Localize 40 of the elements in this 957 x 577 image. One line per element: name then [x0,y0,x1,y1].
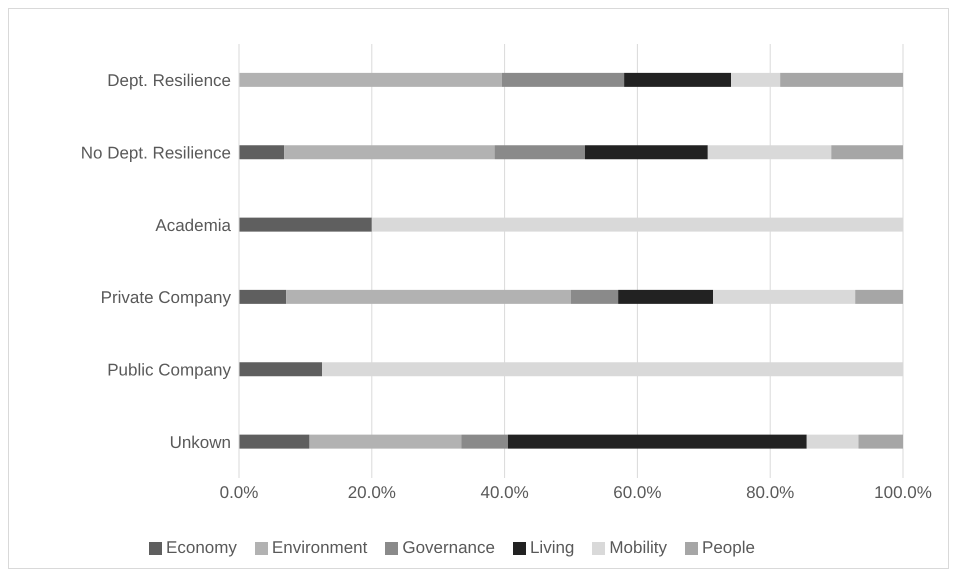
bar [858,434,903,449]
bar [239,72,502,87]
x-tick-label: 80.0% [746,483,794,502]
bar [239,362,322,376]
y-tick-label: Public Company [107,360,232,380]
bar [855,290,903,304]
bar [831,145,903,160]
x-tick-label: 0.0% [220,483,258,502]
legend-label: Economy [166,538,237,557]
bar [239,145,284,160]
bar [508,434,807,449]
bar [624,72,732,87]
legend-label: People [702,538,755,557]
x-tick-label: 20.0% [348,483,396,502]
y-tick-label: No Dept. Resilience [80,144,231,163]
y-tick-label: Unkown [170,432,231,452]
legend-label: Mobility [609,538,668,557]
x-tick-label: 60.0% [613,483,662,502]
x-tick-label: 100.0% [874,483,932,502]
legend-label: Environment [272,538,368,557]
y-tick-label: Dept. Resilience [107,71,231,90]
bar [309,434,462,449]
y-tick-label: Academia [155,216,232,235]
legend-label: Living [530,538,574,557]
bar [286,290,571,304]
bar [239,218,372,232]
bar [806,434,859,449]
bar [584,145,708,160]
bar [461,434,508,449]
x-tick-label: 40.0% [480,483,529,502]
bar [239,434,310,449]
bar [780,72,903,87]
y-tick-label: Private Company [100,288,232,308]
legend-label: Governance [402,538,495,557]
bar [284,145,495,160]
bar [571,290,618,304]
bar [239,290,286,304]
bar [618,290,714,304]
bar [494,145,585,160]
bar [502,72,624,87]
